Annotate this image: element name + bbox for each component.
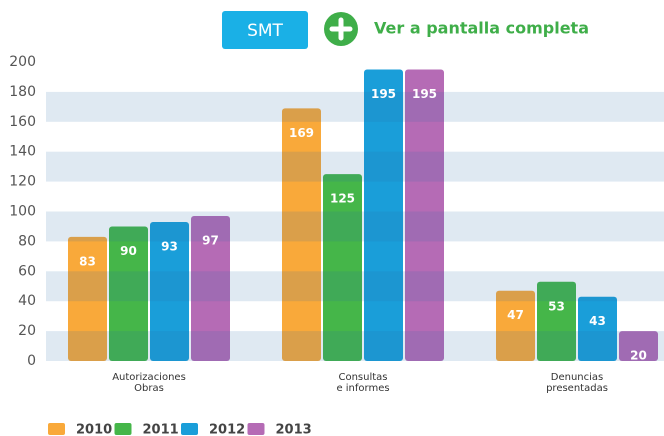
bar	[619, 331, 658, 361]
x-tick-label: Autorizaciones	[112, 372, 186, 383]
y-tick-label: 160	[9, 114, 36, 130]
y-tick-label: 60	[18, 263, 36, 279]
legend-swatch	[114, 423, 132, 435]
bar	[364, 69, 403, 361]
bar	[109, 226, 148, 361]
y-tick-label: 120	[9, 174, 36, 190]
bar	[537, 281, 576, 361]
y-tick-label: 200	[9, 54, 36, 70]
x-tick-label: Obras	[134, 383, 164, 394]
legend-label: 2012	[209, 423, 245, 436]
value-label: 47	[507, 308, 524, 322]
x-tick-label: presentadas	[546, 383, 608, 394]
y-tick-label: 0	[27, 353, 36, 369]
smt-button[interactable]	[222, 11, 308, 49]
bar	[150, 221, 189, 361]
value-label: 93	[161, 239, 178, 253]
value-label: 90	[120, 244, 137, 258]
y-tick-label: 80	[18, 233, 36, 249]
value-label: 195	[371, 87, 396, 101]
bar	[282, 108, 321, 361]
y-tick-label: 40	[18, 293, 36, 309]
value-label: 43	[589, 314, 606, 328]
y-tick-label: 100	[9, 204, 36, 220]
grid-band	[46, 211, 664, 242]
value-label: 195	[412, 87, 437, 101]
y-tick-label: 180	[9, 84, 36, 100]
value-label: 83	[79, 254, 96, 268]
x-tick-label: e informes	[336, 383, 389, 394]
value-label: 169	[289, 126, 314, 140]
legend-label: 2013	[276, 423, 312, 436]
fullscreen-link[interactable]: Ver a pantalla completa	[374, 19, 589, 38]
legend-swatch	[48, 423, 65, 435]
bar	[323, 174, 362, 361]
legend-label: 2011	[143, 423, 179, 436]
grid-band	[46, 91, 664, 122]
value-label: 125	[330, 192, 355, 206]
value-label: 97	[202, 233, 219, 247]
value-label: 53	[548, 299, 565, 313]
bar	[405, 69, 444, 361]
y-tick-label: 140	[9, 144, 36, 160]
legend-swatch	[181, 423, 198, 435]
legend-swatch	[247, 423, 265, 435]
grid-band	[46, 331, 664, 361]
smt-button-label[interactable]: SMT	[247, 21, 283, 41]
grid-band	[46, 151, 664, 182]
bar	[68, 236, 107, 361]
legend-label: 2010	[76, 423, 112, 436]
value-label: 20	[630, 349, 647, 363]
bar	[578, 296, 617, 361]
plus-sign[interactable]	[329, 17, 353, 41]
y-tick-label: 20	[18, 323, 36, 339]
bar	[191, 215, 230, 361]
grid-band	[46, 271, 664, 302]
x-tick-label: Consultas	[338, 372, 387, 383]
bar	[496, 290, 535, 361]
x-tick-label: Denuncias	[551, 372, 603, 383]
